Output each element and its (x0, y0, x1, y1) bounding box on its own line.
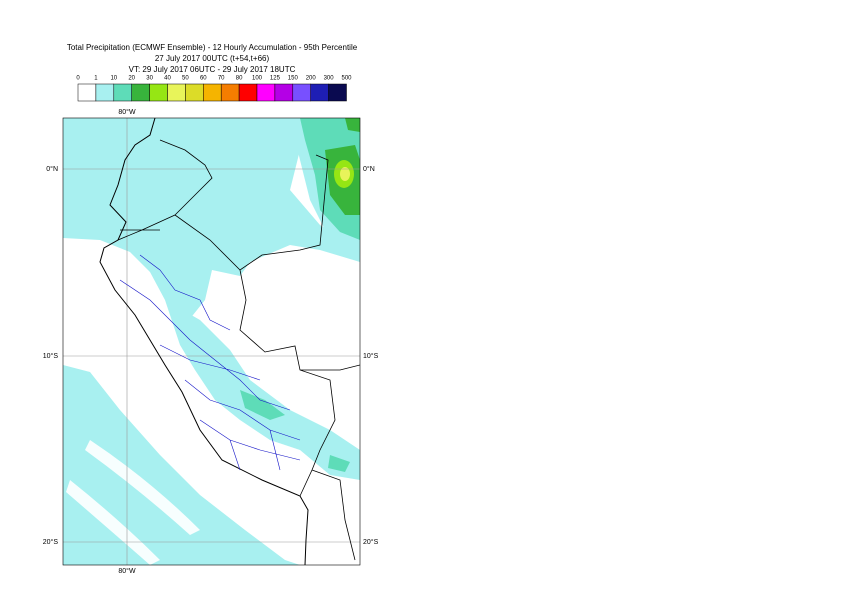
legend-swatch (238, 83, 258, 102)
legend-label: 60 (200, 76, 207, 82)
legend-label: 40 (164, 76, 171, 82)
legend-label: 10 (110, 76, 117, 82)
legend-label: 1 (94, 76, 98, 82)
legend-label: 150 (288, 76, 299, 82)
legend-label: 50 (182, 76, 189, 82)
legend-swatch (292, 83, 311, 102)
legend-swatch (310, 83, 329, 102)
legend-label: 200 (306, 76, 317, 82)
legend-label: 300 (324, 76, 335, 82)
lat-label: 10°S (43, 352, 59, 360)
map-frame (62, 117, 361, 566)
legend-label: 0 (76, 76, 80, 82)
legend-swatch (77, 83, 97, 102)
legend-label: 100 (252, 76, 263, 82)
legend-swatch (131, 83, 150, 102)
lat-label: 20°S (43, 538, 59, 546)
legend-label: 70 (218, 76, 225, 82)
legend-label: 30 (146, 76, 153, 82)
lat-label: 10°S (363, 352, 379, 360)
map: 80°W 80°W 0°N 0°N 10°S 10°S 20°S 20°S (43, 108, 379, 575)
boundaries (99, 118, 360, 565)
legend-swatch (113, 83, 132, 102)
legend-label: 500 (341, 76, 352, 82)
legend: 0 1 10 20 30 40 50 60 70 80 100 125 150 200 300 500 (76, 76, 352, 102)
legend-label: 125 (270, 76, 281, 82)
legend-swatch (185, 83, 204, 102)
precip-field (63, 118, 360, 565)
graticule (63, 118, 360, 565)
lat-label: 0°N (363, 165, 375, 173)
legend-swatch (220, 83, 240, 102)
lon-label: 80°W (118, 567, 136, 575)
legend-swatch (149, 83, 168, 102)
legend-swatch (95, 83, 115, 102)
lat-label: 20°S (363, 538, 379, 546)
legend-swatch (328, 83, 347, 102)
legend-swatch (167, 83, 186, 102)
lon-label: 80°W (118, 108, 136, 116)
lat-label: 0°N (46, 165, 58, 173)
legend-swatch (256, 83, 276, 102)
subtitle: 27 July 2017 00UTC (t+54,t+66) (155, 54, 270, 63)
legend-label: 80 (236, 76, 243, 82)
legend-swatch (203, 83, 222, 102)
legend-swatch (274, 83, 294, 102)
title: Total Precipitation (ECMWF Ensemble) - 1… (67, 43, 358, 52)
legend-label: 20 (128, 76, 135, 82)
valid-time: VT: 29 July 2017 06UTC - 29 July 2017 18… (129, 65, 296, 74)
